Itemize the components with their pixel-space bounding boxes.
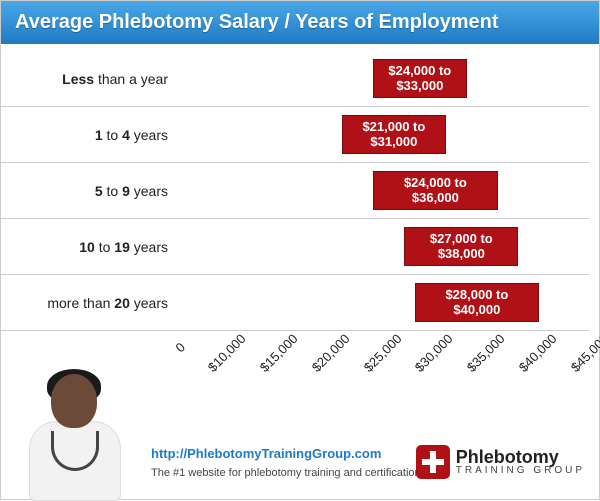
x-tick-label: $40,000 <box>516 331 560 375</box>
chart-row: more than 20 years $28,000 to$40,000 <box>1 275 589 331</box>
x-tick-label: $35,000 <box>464 331 508 375</box>
tagline: The #1 website for phlebotomy training a… <box>151 467 421 479</box>
x-tick-label: $20,000 <box>308 331 352 375</box>
x-tick-label: $45,000 <box>568 331 600 375</box>
chart-row: Less than a year $24,000 to$33,000 <box>1 51 589 107</box>
category-label: 1 to 4 years <box>1 127 176 143</box>
page-title: Average Phlebotomy Salary / Years of Emp… <box>1 1 599 44</box>
footer: http://PhlebotomyTrainingGroup.com The #… <box>1 384 599 499</box>
chart-row: 10 to 19 years $27,000 to$38,000 <box>1 219 589 275</box>
x-tick-label: 0 <box>172 339 188 355</box>
medical-cross-icon <box>416 445 450 479</box>
salary-range-bar: $27,000 to$38,000 <box>404 227 518 266</box>
category-label: Less than a year <box>1 71 176 87</box>
brand-logo: Phlebotomy TRAINING GROUP <box>416 445 585 479</box>
category-label: more than 20 years <box>1 295 176 311</box>
x-tick-label: $25,000 <box>360 331 404 375</box>
logo-main-text: Phlebotomy <box>456 448 585 466</box>
person-photo <box>11 369 131 499</box>
chart-row: 5 to 9 years $24,000 to$36,000 <box>1 163 589 219</box>
x-tick-label: $30,000 <box>412 331 456 375</box>
category-label: 10 to 19 years <box>1 239 176 255</box>
salary-range-bar: $28,000 to$40,000 <box>415 283 540 322</box>
x-tick-label: $15,000 <box>256 331 300 375</box>
site-link[interactable]: http://PhlebotomyTrainingGroup.com <box>151 446 381 461</box>
logo-sub-text: TRAINING GROUP <box>456 466 585 476</box>
salary-range-bar: $24,000 to$36,000 <box>373 171 498 210</box>
category-label: 5 to 9 years <box>1 183 176 199</box>
salary-range-bar: $21,000 to$31,000 <box>342 115 446 154</box>
chart-row: 1 to 4 years $21,000 to$31,000 <box>1 107 589 163</box>
x-tick-label: $10,000 <box>205 331 249 375</box>
salary-range-chart: Less than a year $24,000 to$33,000 1 to 4 … <box>1 51 599 371</box>
salary-range-bar: $24,000 to$33,000 <box>373 59 466 98</box>
